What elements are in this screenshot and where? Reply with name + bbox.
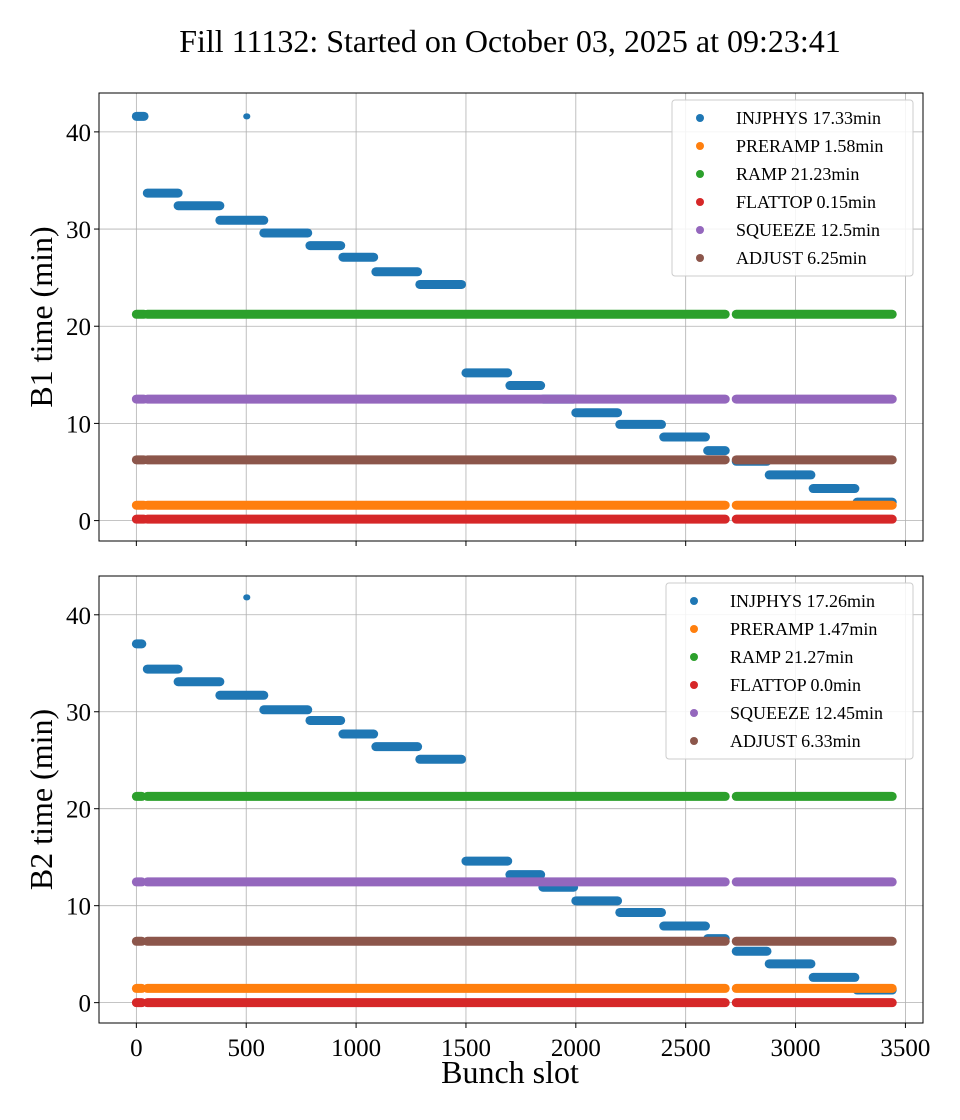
legend: INJPHYS 17.26min PRERAMP 1.47min RAMP 21.2…: [665, 582, 914, 760]
axes-frame: [98, 575, 924, 1024]
legend-entry-squeeze: SQUEEZE 12.45min: [730, 703, 883, 723]
legend-entry-adjust: ADJUST 6.33min: [730, 731, 861, 751]
y-axis-label: B2 time (min): [23, 709, 59, 890]
y-tick-label: 20: [66, 314, 91, 341]
legend-entry-ramp: RAMP 21.23min: [736, 164, 859, 184]
legend-entry-flattop: FLATTOP 0.15min: [736, 192, 876, 212]
legend-entry-injphys: INJPHYS 17.26min: [730, 591, 875, 611]
y-tick-label: 10: [66, 894, 91, 921]
legend-entry-injphys: INJPHYS 17.33min: [736, 108, 881, 128]
x-tick-label: 3000: [771, 1035, 821, 1062]
x-tick-label: 0: [130, 1035, 143, 1062]
legend-entry-preramp: PRERAMP 1.47min: [730, 619, 877, 639]
y-tick-label: 30: [66, 700, 91, 727]
y-tick-label: 40: [66, 120, 91, 147]
legend-marker-ramp: [696, 170, 704, 178]
legend-entry-preramp: PRERAMP 1.58min: [736, 136, 883, 156]
x-axis-label: Bunch slot: [441, 1054, 579, 1090]
chart-title: Fill 11132: Started on October 03, 2025 …: [179, 23, 841, 59]
legend-marker-preramp: [696, 142, 704, 150]
legend-marker-squeeze: [690, 709, 698, 717]
legend-marker-flattop: [690, 681, 698, 689]
x-tick-label: 1500: [441, 1035, 491, 1062]
panels: 0 10 20 30 40 B1 time (min) INJPHYS 17.33min PR…: [23, 92, 930, 1062]
y-tick-label: 30: [66, 217, 91, 244]
axes-frame: [98, 92, 924, 542]
panel-1: 0 10 20 30 40 B1 time (min) INJPHYS 17.33min PR…: [23, 92, 924, 546]
legend-box: [665, 582, 914, 760]
y-tick-label: 0: [79, 991, 92, 1018]
legend-marker-injphys: [690, 597, 698, 605]
y-tick-label: 10: [66, 411, 91, 438]
legend-marker-ramp: [690, 653, 698, 661]
legend-marker-adjust: [690, 737, 698, 745]
series-injphys: [131, 594, 897, 995]
legend-entry-squeeze: SQUEEZE 12.5min: [736, 220, 880, 240]
y-tick-label: 40: [66, 603, 91, 630]
legend-marker-flattop: [696, 198, 704, 206]
y-tick-label: 20: [66, 797, 91, 824]
x-tick-label: 2000: [551, 1035, 601, 1062]
legend-marker-adjust: [696, 254, 704, 262]
legend-marker-injphys: [696, 114, 704, 122]
y-tick-label: 0: [79, 509, 92, 536]
legend-entry-flattop: FLATTOP 0.0min: [730, 675, 861, 695]
x-tick-label: 500: [227, 1035, 265, 1062]
legend-marker-squeeze: [696, 226, 704, 234]
x-tick-label: 2500: [661, 1035, 711, 1062]
y-axis-label: B1 time (min): [23, 226, 59, 407]
x-tick-label: 1000: [331, 1035, 381, 1062]
legend-marker-preramp: [690, 625, 698, 633]
legend-entry-adjust: ADJUST 6.25min: [736, 248, 867, 268]
x-tick-label: 3500: [880, 1035, 930, 1062]
panel-2: 0 500 1000 1500 2000 2500 3000 3500 0 10 20 30 40 B2 …: [23, 575, 930, 1062]
legend-box: [671, 99, 914, 277]
legend: INJPHYS 17.33min PRERAMP 1.58min RAMP 21.2…: [671, 99, 914, 277]
legend-entry-ramp: RAMP 21.27min: [730, 647, 853, 667]
